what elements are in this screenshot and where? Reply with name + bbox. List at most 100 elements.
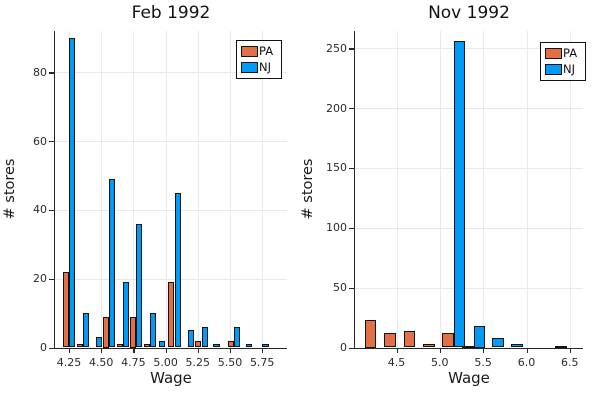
gridline-y-100 [355,227,583,229]
gridline-x-5.5 [483,31,485,348]
gridline-x-4.75 [133,31,135,348]
y-axis-spine [54,31,56,349]
gridline-y-50 [355,287,583,289]
bar-pa-5.07 [168,282,175,348]
x-axis-spine [354,347,583,349]
x-tick-label-5.5: 5.5 [474,355,492,369]
bar-pa-5.39 [462,345,474,348]
gridline-x-5.00 [165,31,167,348]
x-tick-4.75 [133,348,135,354]
legend-label-pa: PA [563,46,578,60]
x-tick-label-4.25: 4.25 [56,355,82,369]
x-tick-label-4.5: 4.5 [387,355,406,369]
x-tick-6.0 [526,348,528,354]
y-tick-label-60: 60 [33,134,47,148]
y-tick-80 [49,72,54,74]
bar-nj-4.88 [150,313,157,348]
bar-nj-4.56 [109,178,116,348]
bar-pa-4.25 [62,271,69,348]
bar-nj-5.75 [262,344,269,348]
legend-item-pa: PA [241,45,277,58]
y-tick-40 [49,209,54,212]
gridline-x-5.25 [197,31,199,348]
y-tick-label-80: 80 [33,65,47,79]
x-tick-5.5 [483,348,485,354]
bar-pa-4.36 [76,344,83,348]
bar-nj-5.6 [492,337,504,348]
bar-nj-5.82 [511,343,523,348]
x-tick-4.50 [101,348,103,354]
gridline-y-150 [355,167,583,169]
bar-nj-6.33 [555,345,567,348]
bar-nj-5.53 [234,326,241,348]
gridline-x-4.50 [101,31,103,348]
x-axis-spine [54,347,287,349]
chart-title: Feb 1992 [131,3,211,23]
bar-pa-4.56 [102,316,109,348]
x-tick-4.25 [69,348,71,354]
legend: PA NJ [540,42,586,81]
bar-pa-4.88 [143,344,150,348]
legend-label-nj: NJ [259,60,271,74]
x-tick-6.5 [569,348,572,354]
legend-label-pa: PA [259,44,274,58]
gridline-x-5.75 [262,31,264,348]
bar-nj-5.07 [174,192,181,348]
x-tick-label-5.50: 5.50 [217,355,243,369]
y-tick-label-0: 0 [340,341,347,354]
x-tick-label-5.0: 5.0 [431,355,449,369]
gridline-y-200 [355,108,583,110]
bar-nj-4.25 [69,37,76,348]
x-tick-4.5 [396,348,398,354]
x-tick-label-4.50: 4.50 [88,355,114,369]
bar-pa-4.67 [116,344,123,348]
legend-swatch-pa [241,46,258,57]
y-tick-label-0: 0 [40,341,47,354]
x-tick-label-6.0: 6.0 [517,355,536,369]
gridline-y-40 [55,209,287,211]
bar-pa-5.28 [195,340,202,348]
gridline-x-5.50 [230,31,231,348]
x-tick-label-5.00: 5.00 [153,355,178,369]
legend-item-nj: NJ [241,61,277,74]
bar-nj-5.28 [201,326,208,348]
y-tick-label-150: 150 [326,161,347,175]
legend-item-pa: PA [545,47,581,60]
gridline-y-80 [55,72,287,74]
bar-pa-5.16 [442,333,454,348]
x-tick-label-5.75: 5.75 [249,355,275,369]
x-axis-label: Wage [448,369,490,387]
gridline-x-5.0 [439,31,441,348]
bar-nj-4.95 [159,340,166,348]
bar-nj-5.62 [245,344,252,348]
y-tick-label-20: 20 [33,272,47,286]
plot-area: 0 20 40 60 80 4.25 4.50 4.75 5.00 5.25 5.50 5.75 PA N… [33,31,287,369]
gridline-x-4.5 [396,31,398,348]
bar-nj-5.16 [453,41,466,348]
bar-pa-4.94 [423,343,435,348]
x-tick-5.25 [197,348,200,354]
y-tick-label-50: 50 [333,281,347,295]
bar-pa-5.53 [227,340,234,348]
gridline-x-6.5 [569,31,571,348]
bar-nj-4.46 [96,337,103,348]
y-tick-label-200: 200 [326,101,347,115]
y-tick-250 [349,48,354,50]
y-tick-label-100: 100 [326,221,347,235]
bar-pa-4.77 [129,316,136,348]
bar-nj-4.36 [83,313,90,348]
y-tick-150 [349,167,354,170]
gridline-y-250 [355,48,583,50]
x-tick-label-6.5: 6.5 [561,355,579,369]
chart-nov-1992: Nov 1992 # stores Wage 0 50 100 150 200 250 4.… [300,0,600,400]
y-tick-label-250: 250 [326,41,347,55]
bar-nj-4.77 [136,223,143,348]
y-tick-100 [349,227,354,230]
y-tick-0 [349,347,354,349]
bar-pa-4.72 [403,330,416,348]
gridline-y-60 [55,141,287,143]
legend-label-nj: NJ [563,62,575,76]
bar-nj-4.67 [123,282,130,348]
